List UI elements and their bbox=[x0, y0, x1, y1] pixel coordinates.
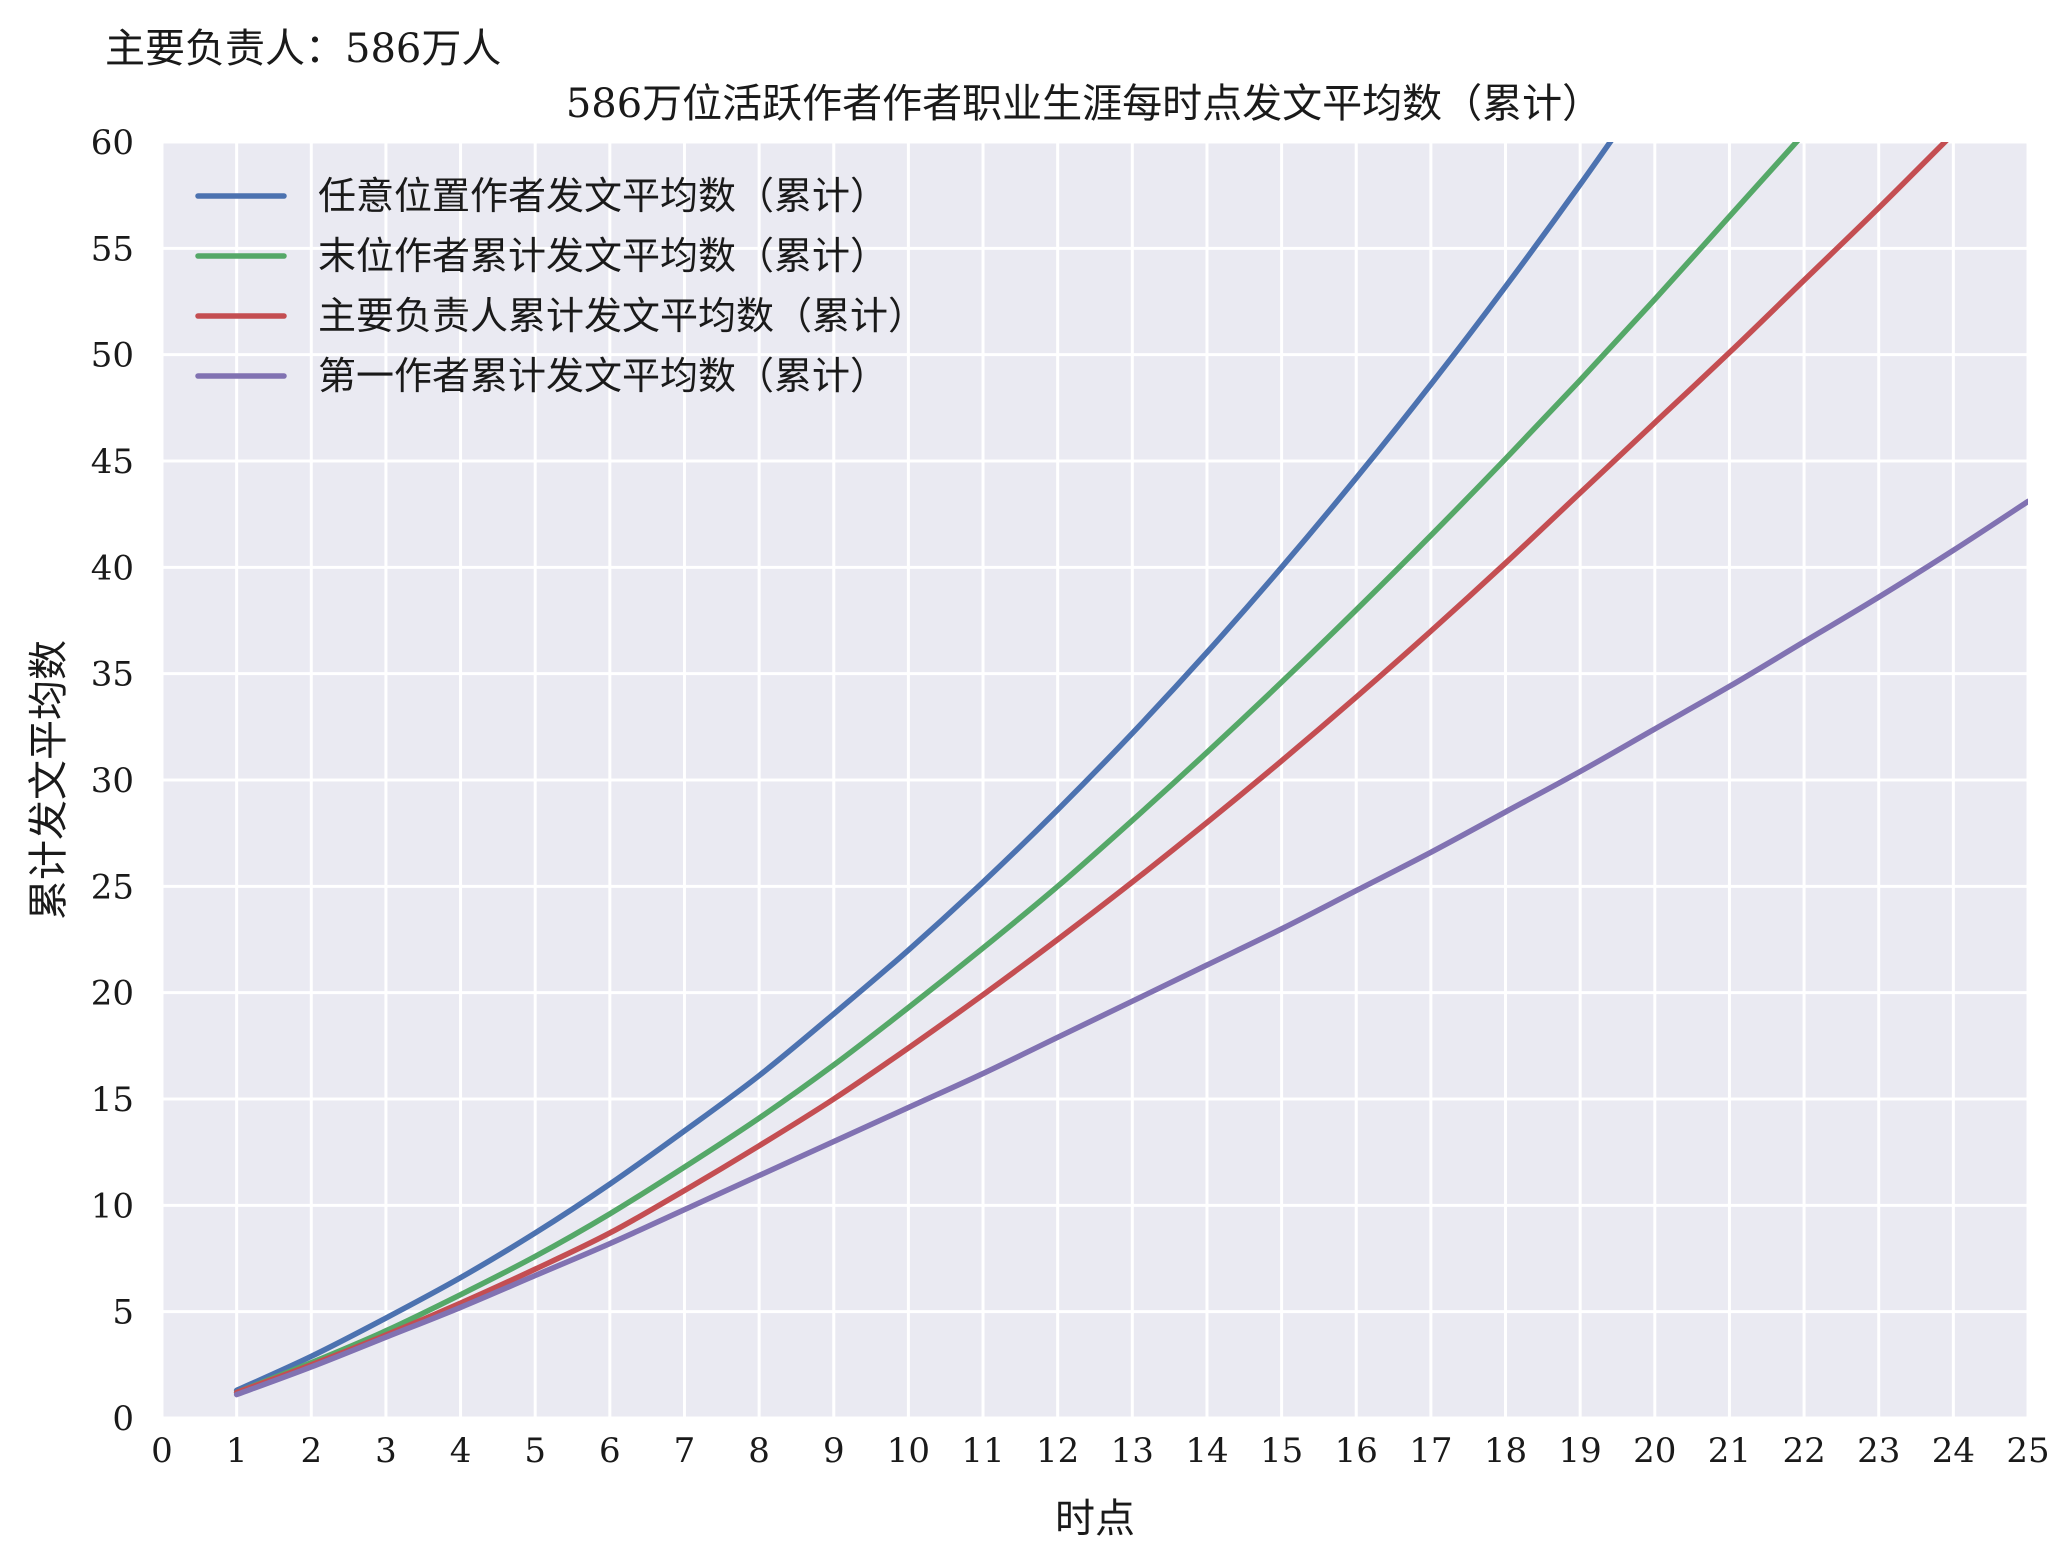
y-tick-labels: 0 5 10 15 20 25 30 35 40 45 50 55 60 bbox=[91, 123, 134, 1439]
chart-subtitle: 主要负责人：586万人 bbox=[105, 26, 501, 72]
x-axis-label: 时点 bbox=[1055, 1496, 1135, 1542]
x-tick-label: 1 bbox=[226, 1431, 248, 1471]
legend-label-1: 任意位置作者发文平均数（累计） bbox=[318, 174, 888, 218]
legend-label-2: 末位作者累计发文平均数（累计） bbox=[318, 234, 888, 278]
y-tick-label: 50 bbox=[91, 336, 134, 376]
x-tick-label: 19 bbox=[1559, 1431, 1602, 1471]
x-tick-label: 9 bbox=[823, 1431, 845, 1471]
series-line-3 bbox=[233, 142, 1949, 1396]
series-line-4 bbox=[233, 498, 2028, 1398]
series-line-1 bbox=[233, 142, 1614, 1394]
y-tick-label: 0 bbox=[112, 1399, 134, 1439]
x-tick-label: 11 bbox=[961, 1431, 1004, 1471]
x-tick-label: 5 bbox=[524, 1431, 546, 1471]
legend-label-3: 主要负责人累计发文平均数（累计） bbox=[318, 294, 926, 338]
y-tick-label: 45 bbox=[91, 442, 134, 482]
y-tick-label: 30 bbox=[91, 761, 134, 801]
x-tick-label: 25 bbox=[2006, 1431, 2049, 1471]
x-tick-label: 18 bbox=[1484, 1431, 1527, 1471]
x-tick-label: 7 bbox=[674, 1431, 696, 1471]
y-tick-label: 15 bbox=[91, 1080, 134, 1120]
x-tick-label: 2 bbox=[300, 1431, 322, 1471]
x-tick-label: 15 bbox=[1260, 1431, 1303, 1471]
y-tick-label: 20 bbox=[91, 974, 134, 1014]
x-tick-label: 6 bbox=[599, 1431, 621, 1471]
x-tick-label: 0 bbox=[151, 1431, 173, 1471]
x-tick-label: 10 bbox=[887, 1431, 930, 1471]
x-tick-label: 20 bbox=[1633, 1431, 1676, 1471]
x-tick-label: 12 bbox=[1036, 1431, 1079, 1471]
y-tick-label: 60 bbox=[91, 123, 134, 163]
legend: 任意位置作者发文平均数（累计） 末位作者累计发文平均数（累计） 主要负责人累计发文平… bbox=[195, 174, 926, 398]
y-gridlines bbox=[162, 140, 2028, 1420]
y-axis-label: 累计发文平均数 bbox=[26, 640, 72, 920]
series-lines bbox=[233, 142, 2028, 1398]
x-tick-label: 3 bbox=[375, 1431, 397, 1471]
x-tick-label: 23 bbox=[1857, 1431, 1900, 1471]
x-tick-labels: 0 1 2 3 4 5 6 7 8 9 10 11 12 13 14 15 16 17 18 19 20 21 22 23 24… bbox=[151, 1431, 2049, 1471]
x-tick-label: 16 bbox=[1335, 1431, 1378, 1471]
legend-label-4: 第一作者累计发文平均数（累计） bbox=[318, 354, 888, 398]
series-line-2 bbox=[233, 142, 1801, 1396]
x-tick-label: 14 bbox=[1185, 1431, 1228, 1471]
x-tick-label: 17 bbox=[1409, 1431, 1452, 1471]
x-tick-label: 13 bbox=[1111, 1431, 1154, 1471]
chart-title: 586万位活跃作者作者职业生涯每时点发文平均数（累计） bbox=[566, 81, 1602, 127]
x-tick-label: 22 bbox=[1782, 1431, 1825, 1471]
x-tick-label: 21 bbox=[1708, 1431, 1751, 1471]
x-tick-label: 24 bbox=[1932, 1431, 1975, 1471]
x-tick-label: 8 bbox=[748, 1431, 770, 1471]
x-tick-label: 4 bbox=[450, 1431, 472, 1471]
y-tick-label: 25 bbox=[91, 867, 134, 907]
y-tick-label: 10 bbox=[91, 1186, 134, 1226]
y-tick-label: 40 bbox=[91, 548, 134, 588]
y-tick-label: 35 bbox=[91, 655, 134, 695]
y-tick-label: 5 bbox=[112, 1293, 134, 1333]
y-tick-label: 55 bbox=[91, 229, 134, 269]
